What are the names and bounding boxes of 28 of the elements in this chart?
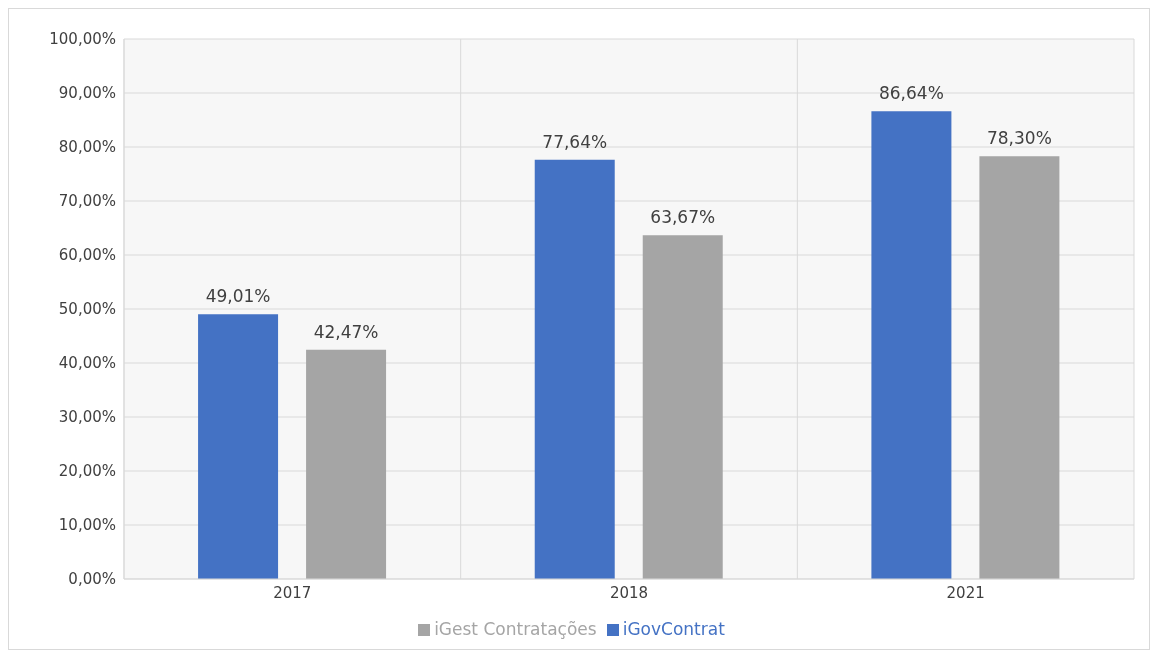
y-tick-label: 0,00% — [68, 570, 116, 589]
data-label: 78,30% — [986, 128, 1052, 149]
bar — [979, 156, 1060, 579]
y-tick-label: 80,00% — [58, 138, 116, 157]
y-tick-label: 50,00% — [58, 300, 116, 319]
legend-label: iGest Contratações — [434, 619, 597, 639]
data-label: 63,67% — [650, 207, 716, 228]
bar — [871, 111, 952, 579]
y-tick-label: 30,00% — [58, 408, 116, 427]
data-label: 77,64% — [542, 131, 608, 152]
y-tick-label: 10,00% — [58, 516, 116, 535]
bar — [306, 349, 387, 579]
y-tick-label: 70,00% — [58, 192, 116, 211]
x-tick-label: 2021 — [946, 583, 985, 602]
x-tick-label: 2017 — [273, 583, 312, 602]
bar — [534, 159, 615, 579]
data-label: 49,01% — [205, 286, 271, 307]
bar — [642, 235, 723, 579]
y-tick-label: 60,00% — [58, 246, 116, 265]
data-label: 42,47% — [313, 321, 379, 342]
legend-label: iGovContrat — [622, 619, 725, 639]
y-tick-label: 40,00% — [58, 354, 116, 373]
x-tick-label: 2018 — [609, 583, 649, 602]
bar — [198, 314, 279, 579]
y-tick-label: 20,00% — [58, 462, 116, 481]
y-tick-label: 100,00% — [49, 30, 116, 49]
y-tick-label: 90,00% — [58, 84, 116, 103]
data-label: 86,64% — [878, 83, 944, 104]
